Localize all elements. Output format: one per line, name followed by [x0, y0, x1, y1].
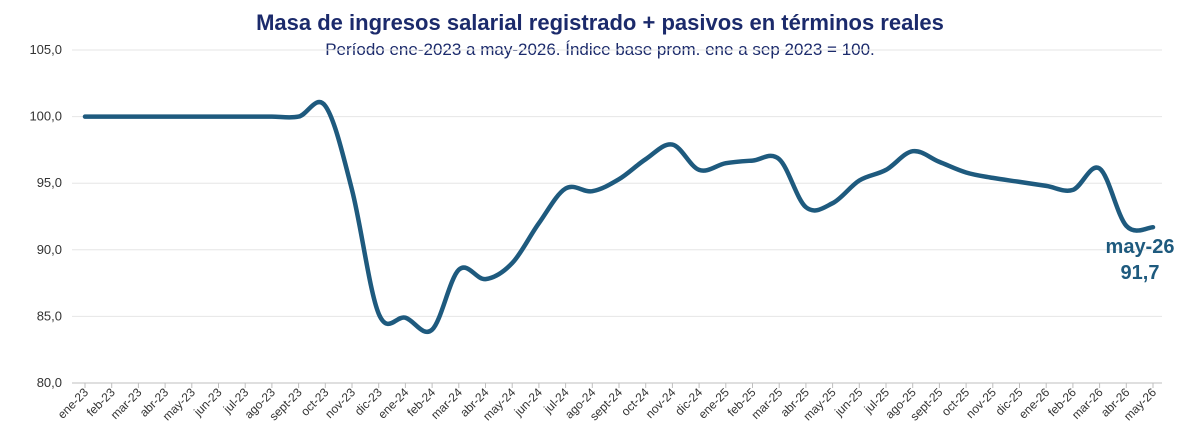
data-point: [430, 328, 434, 332]
y-tick-label: 100,0: [29, 109, 62, 124]
x-tick-label: jun-23: [190, 385, 224, 419]
data-point: [190, 114, 194, 118]
data-point: [510, 261, 514, 265]
data-point: [857, 178, 861, 182]
data-point: [590, 189, 594, 193]
data-point: [110, 114, 114, 118]
data-point: [537, 221, 541, 225]
x-tick-label: jun-24: [511, 385, 545, 419]
x-tick-label: ene-23: [55, 385, 92, 422]
data-point: [964, 170, 968, 174]
x-tick-label: ene-24: [375, 385, 412, 422]
data-point: [163, 114, 167, 118]
data-point: [644, 157, 648, 161]
y-tick-label: 95,0: [37, 175, 62, 190]
data-point: [350, 188, 354, 192]
data-point: [884, 168, 888, 172]
data-point: [750, 158, 754, 162]
plot-area: [82, 99, 1156, 334]
data-point: [243, 114, 247, 118]
x-tick-label: ene-26: [1016, 385, 1053, 422]
data-point: [670, 142, 674, 146]
data-point: [991, 176, 995, 180]
data-point: [377, 312, 381, 316]
data-point: [1124, 224, 1128, 228]
x-axis: ene-23feb-23mar-23abr-23may-23jun-23jul-…: [55, 382, 1162, 423]
x-tick-label: nov-25: [963, 385, 999, 421]
data-point: [1097, 166, 1101, 170]
y-tick-label: 90,0: [37, 242, 62, 257]
data-point: [1017, 180, 1021, 184]
x-tick-label: mar-25: [749, 385, 786, 422]
data-point: [563, 186, 567, 190]
gridlines: [72, 49, 1162, 317]
x-tick-label: nov-24: [643, 385, 679, 421]
data-point: [483, 277, 487, 281]
data-point: [697, 168, 701, 172]
x-tick-label: ene-25: [696, 385, 733, 422]
last-point-period-label: may-26: [1106, 236, 1175, 258]
last-point-value-label: 91,7: [1121, 262, 1160, 284]
data-point: [937, 160, 941, 164]
x-tick-label: mar-24: [428, 385, 465, 422]
data-point: [1071, 188, 1075, 192]
data-point: [777, 157, 781, 161]
data-point: [270, 114, 274, 118]
x-tick-label: jun-25: [831, 385, 865, 419]
data-point: [617, 177, 621, 181]
series-line: [82, 99, 1156, 334]
data-point: [136, 114, 140, 118]
data-point: [1151, 225, 1155, 229]
x-tick-label: mar-26: [1069, 385, 1106, 422]
data-point: [216, 114, 220, 118]
data-point: [724, 161, 728, 165]
x-tick-label: nov-23: [322, 385, 358, 421]
data-point: [911, 149, 915, 153]
y-tick-label: 80,0: [37, 375, 62, 390]
chart-title: Masa de ingresos salarial registrado + p…: [256, 10, 944, 35]
x-tick-label: mar-23: [108, 385, 145, 422]
data-point: [296, 114, 300, 118]
y-tick-label: 105,0: [29, 42, 62, 57]
data-point: [83, 114, 87, 118]
data-point: [830, 201, 834, 205]
data-point: [403, 316, 407, 320]
data-point: [457, 268, 461, 272]
data-point: [1044, 184, 1048, 188]
data-point: [804, 205, 808, 209]
y-tick-label: 85,0: [37, 308, 62, 323]
y-axis: 80,0 85,0 90,0 95,0 100,0 105,0: [29, 42, 62, 390]
data-point: [323, 104, 327, 108]
